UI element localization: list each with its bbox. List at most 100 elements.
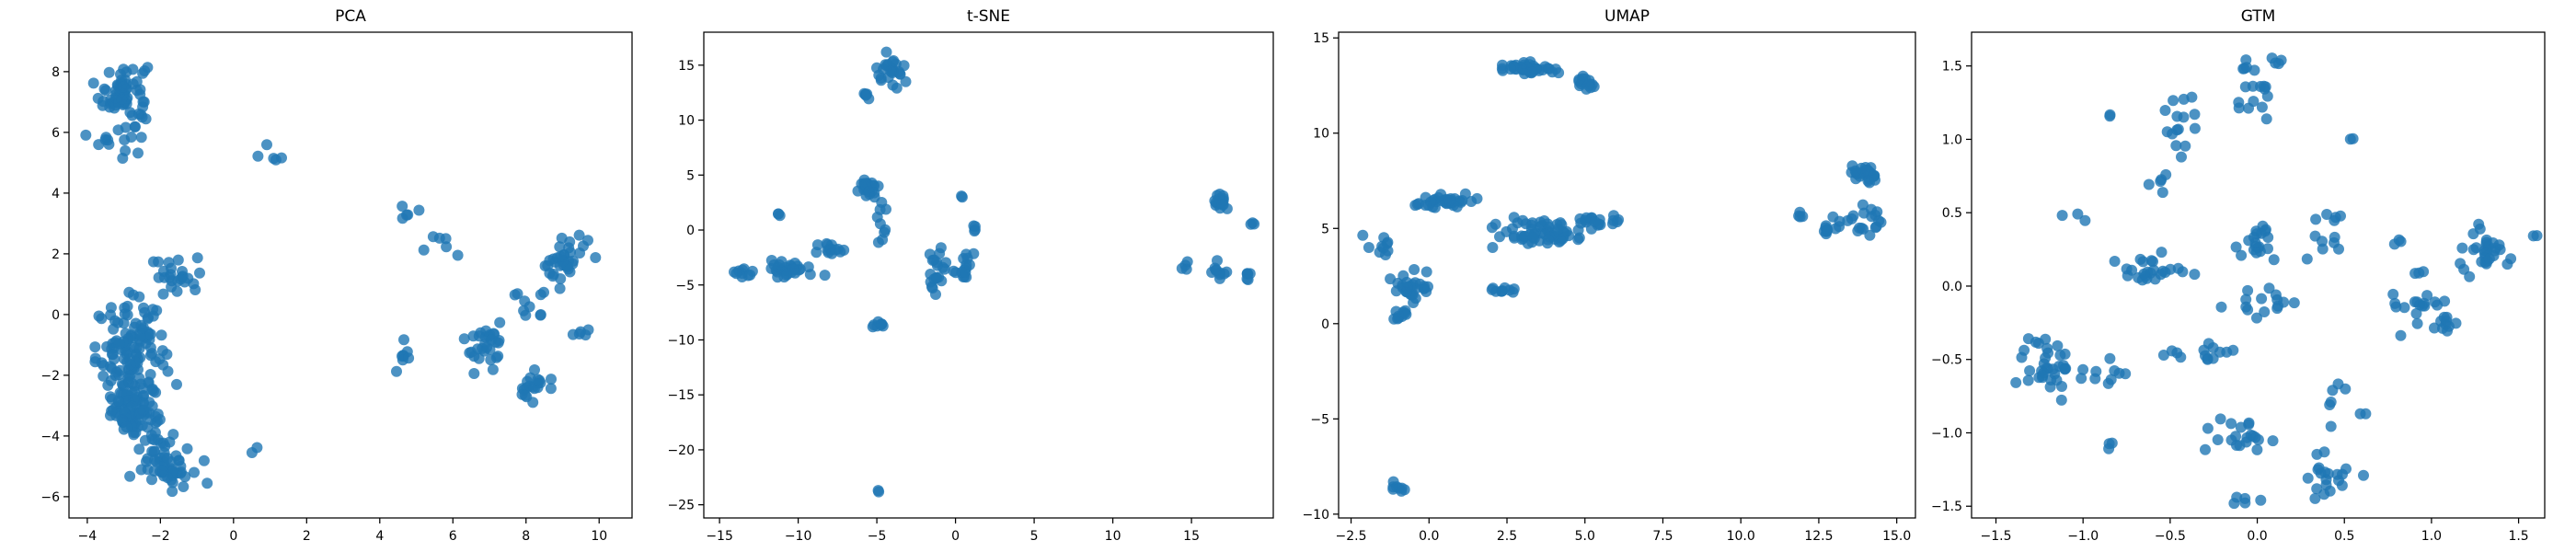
data-point xyxy=(93,139,105,151)
data-point xyxy=(573,229,585,241)
data-point xyxy=(1216,199,1228,211)
data-point xyxy=(1519,68,1531,80)
data-point xyxy=(157,265,169,277)
data-point xyxy=(98,370,109,382)
data-point xyxy=(89,341,101,353)
data-point xyxy=(2155,269,2167,281)
data-point xyxy=(182,272,194,284)
data-point xyxy=(590,252,602,263)
data-point xyxy=(2432,299,2444,311)
x-tick-label: 5 xyxy=(1030,529,1039,544)
data-point xyxy=(2480,234,2492,246)
data-point xyxy=(2418,297,2430,309)
data-point xyxy=(201,477,213,489)
data-point xyxy=(157,437,169,449)
axes-frame xyxy=(68,31,633,519)
x-tick-label: 1.0 xyxy=(2421,529,2442,544)
data-point xyxy=(1409,264,1420,275)
data-point xyxy=(136,420,148,431)
data-point xyxy=(2239,492,2251,504)
data-point xyxy=(2358,469,2369,481)
data-point xyxy=(132,108,144,120)
data-point xyxy=(2230,241,2242,253)
data-point xyxy=(397,201,408,213)
data-point xyxy=(2189,122,2201,134)
data-point xyxy=(114,364,126,376)
data-point xyxy=(1827,211,1839,223)
x-tick-label: −0.5 xyxy=(2155,529,2186,544)
data-point xyxy=(2105,374,2117,385)
data-point xyxy=(433,232,445,244)
data-point xyxy=(2275,54,2287,66)
y-tick-label: −10 xyxy=(1302,508,1329,523)
data-point xyxy=(167,477,178,489)
data-point xyxy=(567,328,579,340)
data-point xyxy=(2467,244,2479,256)
y-tick-label: −6 xyxy=(40,490,60,505)
data-point xyxy=(167,486,178,498)
y-tick-label: −4 xyxy=(40,430,60,444)
data-point xyxy=(2228,498,2240,510)
data-point xyxy=(2215,301,2227,313)
data-point xyxy=(2168,95,2179,107)
data-point xyxy=(112,395,124,407)
y-tick-label: −5 xyxy=(675,279,695,293)
panel-2: t-SNE −15 −10 −5 0 5 10 15 −25 −20 −15 −10 −5 0 5 10 15 xyxy=(667,7,1274,544)
axes-frame xyxy=(1971,31,2546,519)
data-point xyxy=(441,241,453,253)
data-point xyxy=(2388,238,2400,250)
data-point xyxy=(181,443,193,454)
data-point xyxy=(124,470,136,482)
data-point xyxy=(1382,245,1394,257)
data-point xyxy=(1435,189,1447,201)
data-point xyxy=(146,474,157,486)
data-point xyxy=(2156,187,2168,199)
data-point xyxy=(874,218,886,230)
x-tick-label: 0 xyxy=(951,529,960,544)
data-point xyxy=(2494,244,2506,256)
data-point xyxy=(1401,282,1413,293)
data-point xyxy=(1535,216,1547,228)
data-point xyxy=(125,132,137,143)
data-point xyxy=(1794,211,1806,223)
data-point xyxy=(2178,93,2190,105)
data-point xyxy=(2318,489,2330,500)
data-point xyxy=(1487,282,1499,294)
data-point xyxy=(119,308,131,320)
data-point xyxy=(2315,467,2327,479)
data-point xyxy=(2059,363,2071,375)
data-point xyxy=(1494,231,1505,243)
x-tick-label: 15 xyxy=(1183,529,1200,544)
data-point xyxy=(171,378,182,390)
data-point xyxy=(2200,443,2211,455)
data-point xyxy=(1497,285,1509,297)
points-panel-3 xyxy=(1357,56,1887,497)
data-point xyxy=(519,389,531,401)
data-point xyxy=(926,282,938,294)
data-point xyxy=(2288,297,2300,309)
data-point xyxy=(1519,230,1531,242)
data-point xyxy=(528,383,540,395)
data-point xyxy=(2260,113,2272,125)
data-point xyxy=(1858,207,1870,219)
data-point xyxy=(563,242,575,254)
data-point xyxy=(2390,301,2402,313)
data-point xyxy=(834,246,846,258)
data-point xyxy=(2047,363,2059,375)
data-point xyxy=(162,453,174,465)
chart-title: GTM xyxy=(2241,7,2276,26)
data-point xyxy=(2418,266,2430,278)
data-point xyxy=(154,414,166,425)
y-tick-label: −0.5 xyxy=(1931,353,1962,368)
data-point xyxy=(2156,247,2168,259)
data-point xyxy=(2272,300,2283,312)
data-point xyxy=(788,263,799,275)
data-point xyxy=(582,235,593,247)
data-point xyxy=(574,247,586,259)
data-point xyxy=(123,376,134,388)
data-point xyxy=(398,334,409,346)
data-point xyxy=(1575,217,1587,229)
data-point xyxy=(2410,307,2422,319)
data-point xyxy=(2056,381,2067,392)
